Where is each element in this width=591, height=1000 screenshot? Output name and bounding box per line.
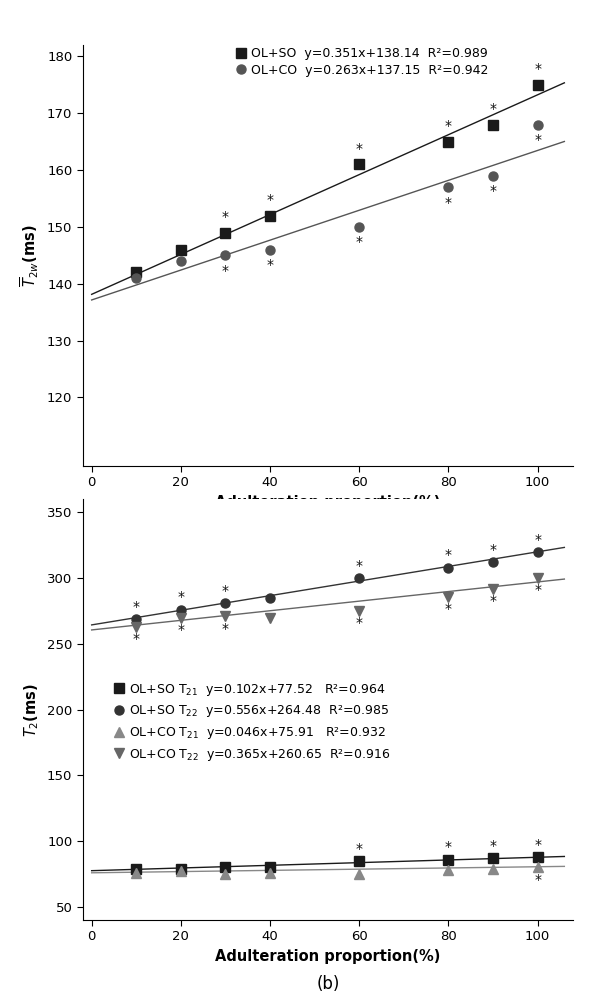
- Y-axis label: $\overline{T}_{2w}$(ms): $\overline{T}_{2w}$(ms): [19, 224, 41, 287]
- Text: *: *: [133, 600, 139, 614]
- Text: *: *: [177, 590, 184, 604]
- Text: *: *: [489, 839, 496, 853]
- Text: (a): (a): [317, 520, 339, 538]
- Text: *: *: [489, 102, 496, 116]
- Text: *: *: [356, 142, 363, 156]
- Text: *: *: [356, 842, 363, 856]
- Text: *: *: [222, 264, 229, 278]
- Text: *: *: [356, 559, 363, 573]
- Text: *: *: [534, 873, 541, 887]
- Text: *: *: [534, 583, 541, 597]
- Text: *: *: [356, 616, 363, 630]
- Text: *: *: [356, 235, 363, 249]
- Legend: OL+SO T$_{21}$  y=0.102x+77.52   R²=0.964, OL+SO T$_{22}$  y=0.556x+264.48  R²=0: OL+SO T$_{21}$ y=0.102x+77.52 R²=0.964, …: [113, 682, 390, 763]
- Text: *: *: [445, 548, 452, 562]
- Text: *: *: [222, 584, 229, 598]
- Text: *: *: [222, 622, 229, 636]
- Text: *: *: [489, 594, 496, 608]
- Text: *: *: [133, 632, 139, 646]
- X-axis label: Adulteration proportion(%): Adulteration proportion(%): [215, 949, 441, 964]
- Text: *: *: [534, 533, 541, 547]
- Text: *: *: [177, 623, 184, 637]
- Text: *: *: [222, 210, 229, 224]
- Text: *: *: [534, 838, 541, 852]
- X-axis label: Adulteration proportion(%): Adulteration proportion(%): [215, 495, 441, 510]
- Legend: OL+SO  y=0.351x+138.14  R²=0.989, OL+CO  y=0.263x+137.15  R²=0.942: OL+SO y=0.351x+138.14 R²=0.989, OL+CO y=…: [236, 47, 489, 77]
- Text: *: *: [534, 62, 541, 76]
- Text: *: *: [489, 184, 496, 198]
- Text: *: *: [445, 196, 452, 210]
- Text: *: *: [534, 133, 541, 147]
- Text: (b): (b): [316, 975, 340, 993]
- Text: *: *: [445, 840, 452, 854]
- Text: *: *: [267, 258, 274, 272]
- Y-axis label: $T_2$(ms): $T_2$(ms): [22, 683, 41, 737]
- Text: *: *: [489, 543, 496, 557]
- Text: *: *: [267, 193, 274, 207]
- Text: *: *: [445, 602, 452, 616]
- Text: *: *: [445, 119, 452, 133]
